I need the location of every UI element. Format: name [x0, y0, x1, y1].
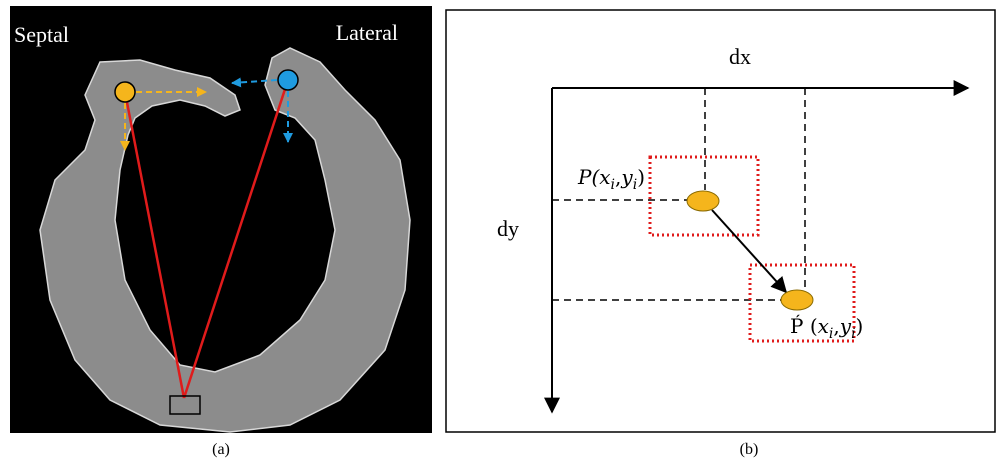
start-point: [687, 191, 719, 211]
label-part: y: [839, 314, 852, 338]
x-axis-label: dx: [729, 44, 751, 69]
panel-a: Septal Lateral (a): [10, 6, 432, 458]
y-axis-label: dy: [497, 216, 519, 241]
end-point: [781, 290, 813, 310]
lateral-label: Lateral: [336, 20, 398, 45]
label-part: x: [599, 165, 610, 189]
label-part: y: [620, 165, 633, 189]
septal-label: Septal: [14, 22, 69, 47]
label-part: ): [856, 314, 864, 338]
label-part: x: [818, 314, 829, 338]
figure: Septal Lateral (a) dx dy P(xi,yi) Ṕ (xi,…: [0, 0, 1003, 464]
caption: (b): [740, 441, 759, 458]
lateral-point: [278, 70, 298, 90]
caption: (a): [212, 441, 230, 458]
panel-border: [446, 10, 995, 432]
label-part: Ṕ (: [790, 314, 818, 338]
label-part: P(: [577, 165, 600, 189]
septal-point: [115, 82, 135, 102]
panel-b: dx dy P(xi,yi) Ṕ (xi,yi) (b): [446, 10, 995, 458]
label-part: ): [637, 165, 645, 189]
